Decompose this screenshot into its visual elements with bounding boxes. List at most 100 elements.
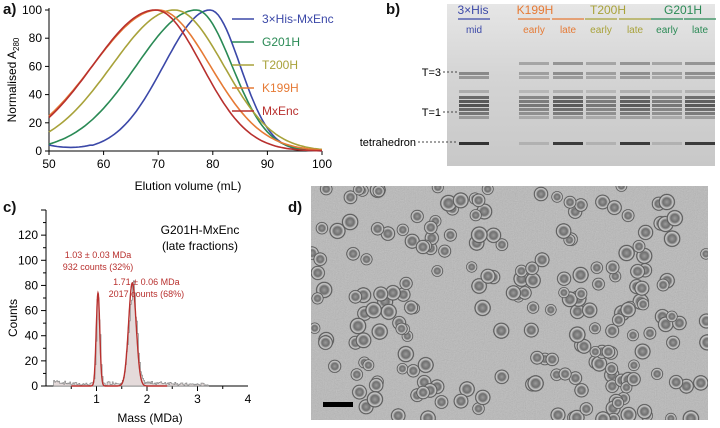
particle bbox=[410, 209, 425, 224]
particle bbox=[341, 213, 359, 231]
gel-band bbox=[519, 76, 549, 79]
chart-c-x-tick-label: 3 bbox=[194, 392, 201, 406]
particle bbox=[636, 403, 653, 420]
gel-band bbox=[519, 72, 549, 75]
particle bbox=[505, 284, 522, 302]
legend-label-k199h: K199H bbox=[262, 81, 299, 95]
gel-band bbox=[553, 90, 583, 93]
gel-band bbox=[652, 104, 682, 107]
gel-lane bbox=[685, 62, 715, 145]
gel-band bbox=[553, 76, 583, 79]
particle bbox=[492, 322, 510, 340]
chart-a-x-tick-label: 90 bbox=[261, 157, 275, 171]
particle bbox=[350, 367, 364, 382]
particle bbox=[591, 277, 606, 291]
particle bbox=[611, 312, 626, 328]
particle bbox=[465, 261, 478, 273]
histogram-bars bbox=[53, 280, 210, 387]
particle bbox=[431, 264, 444, 278]
particle bbox=[327, 359, 342, 374]
gel-band bbox=[553, 108, 583, 111]
particle bbox=[399, 276, 414, 291]
particle bbox=[665, 335, 681, 351]
gel-band bbox=[459, 76, 489, 79]
particle bbox=[419, 409, 437, 420]
gel-band bbox=[586, 100, 616, 103]
gaussian-fit-line bbox=[71, 281, 168, 387]
chart-a-x-tick-label: 70 bbox=[152, 157, 166, 171]
chart-a-elution-profiles: 50 60 70 80 90 100 0 20 40 60 80 100 3×His-MxEnc G20… bbox=[5, 3, 334, 193]
panel-label-c: c) bbox=[3, 199, 17, 216]
particle bbox=[668, 374, 684, 390]
particle bbox=[557, 286, 570, 299]
particle bbox=[626, 328, 640, 342]
gel-band bbox=[620, 112, 650, 115]
gel-lane bbox=[586, 62, 616, 145]
particle bbox=[384, 284, 402, 302]
particle bbox=[452, 191, 470, 209]
particle bbox=[533, 186, 549, 202]
chart-a-y-tick-label: 40 bbox=[29, 88, 43, 102]
particle bbox=[617, 244, 636, 262]
particle bbox=[349, 317, 367, 335]
gel-band bbox=[685, 104, 715, 107]
particle bbox=[550, 190, 564, 204]
chart-c-ylabel: Counts bbox=[6, 299, 20, 337]
gel-band bbox=[553, 96, 583, 99]
particle bbox=[372, 186, 386, 198]
gel-band bbox=[586, 112, 616, 115]
particle bbox=[594, 410, 612, 420]
gel-band bbox=[652, 96, 682, 99]
particle bbox=[473, 299, 492, 317]
gel-band bbox=[620, 62, 650, 65]
particle bbox=[417, 356, 435, 374]
particle bbox=[619, 301, 637, 318]
chart-a-y-tick-label: 100 bbox=[22, 3, 42, 17]
gel-band bbox=[553, 116, 583, 119]
particle bbox=[311, 265, 326, 281]
particle bbox=[470, 225, 489, 244]
particle bbox=[549, 406, 567, 420]
particle bbox=[352, 186, 365, 196]
particle bbox=[403, 299, 419, 316]
particle bbox=[605, 260, 620, 275]
particle bbox=[698, 312, 708, 330]
peak-label-counts: 2017 counts (68%) bbox=[109, 289, 185, 299]
particle bbox=[588, 321, 602, 335]
particle bbox=[319, 186, 333, 196]
particle bbox=[415, 239, 431, 255]
gel-band bbox=[620, 96, 650, 99]
particle bbox=[469, 208, 483, 222]
particle bbox=[348, 289, 363, 305]
particle bbox=[431, 186, 445, 194]
panel-label-a: a) bbox=[3, 1, 17, 18]
particle bbox=[611, 396, 625, 410]
particle bbox=[345, 246, 361, 262]
gel-lane-label: early bbox=[656, 25, 678, 36]
gel-band bbox=[519, 62, 549, 65]
gel-band bbox=[519, 142, 549, 145]
gel-lane-label: late bbox=[627, 25, 644, 36]
gel-band bbox=[459, 72, 489, 75]
gel-band bbox=[652, 112, 682, 115]
gel-lane-label: early bbox=[590, 25, 612, 36]
gel-band bbox=[519, 90, 549, 93]
chart-a-x-tick-label: 100 bbox=[312, 157, 332, 171]
particle bbox=[664, 412, 677, 420]
chart-c-y-tick-label: 120 bbox=[18, 228, 38, 242]
gel-band bbox=[459, 100, 489, 103]
gel-lane bbox=[620, 62, 650, 145]
legend-label-mxenc: MxEnc bbox=[262, 104, 299, 118]
particle bbox=[615, 186, 628, 193]
particle bbox=[485, 227, 502, 244]
gel-band bbox=[620, 108, 650, 111]
gel-band bbox=[459, 108, 489, 111]
gel-lane bbox=[519, 62, 549, 145]
gel-band bbox=[586, 142, 616, 145]
gel-band bbox=[519, 100, 549, 103]
gel-band bbox=[685, 112, 715, 115]
gel-band bbox=[553, 72, 583, 75]
chart-c-y-tick-label: 60 bbox=[25, 304, 39, 318]
particle bbox=[471, 193, 486, 208]
chart-a-xlabel: Elution volume (mL) bbox=[135, 179, 242, 193]
